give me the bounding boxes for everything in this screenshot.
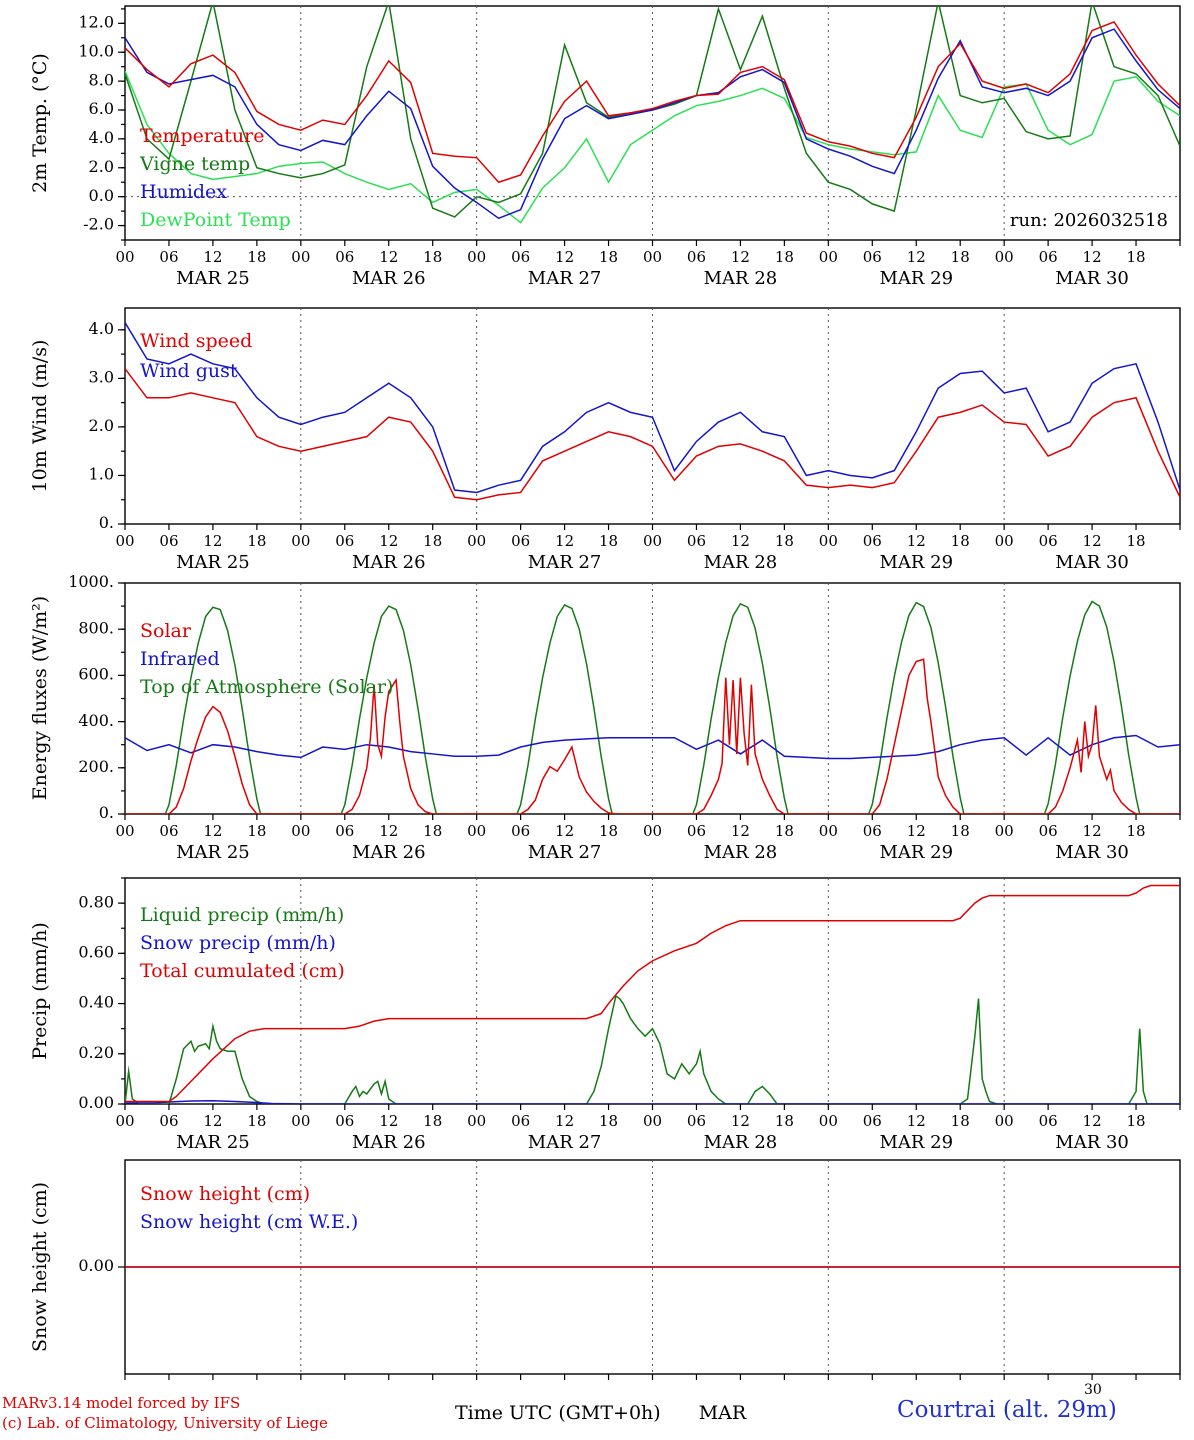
model-credit-line1: MARv3.14 model forced by IFS	[2, 1394, 241, 1412]
legend-snow-height: Snow height (cm)	[140, 1183, 311, 1205]
run-annotation: run: 2026032518	[1009, 210, 1168, 231]
legend-wind-gust: Wind gust	[140, 360, 238, 382]
model-credit: MARv3.14 model forced by IFS (c) Lab. of…	[2, 1393, 328, 1433]
time-axis-caption: Time UTC (GMT+0h) MAR	[455, 1402, 784, 1424]
y-axis-label-wind: 10m Wind (m/s)	[29, 339, 51, 493]
model-credit-line2: (c) Lab. of Climatology, University of L…	[2, 1414, 328, 1432]
station-title: Courtrai (alt. 29m)	[897, 1397, 1117, 1423]
legend-snow-precip: Snow precip (mm/h)	[140, 932, 336, 954]
legend-liquid-precip: Liquid precip (mm/h)	[140, 904, 345, 926]
legend-solar: Solar	[140, 620, 191, 642]
legend-dewpoint-temp: DewPoint Temp	[140, 209, 291, 231]
legend-wind-speed: Wind speed	[140, 330, 253, 352]
legend-humidex: Humidex	[140, 181, 228, 203]
legend-temperature: Temperature	[140, 125, 265, 147]
legend-top-of-atmosphere: Top of Atmosphere (Solar)	[140, 676, 394, 698]
legend-total-cumulated: Total cumulated (cm)	[140, 960, 345, 982]
y-axis-label-energy-fluxes: Energy fluxes (W/m²)	[29, 595, 51, 801]
y-axis-label-precip: Precip (mm/h)	[29, 922, 51, 1060]
legend-vigne-temp: Vigne temp	[140, 153, 251, 175]
time-utc-label: Time UTC (GMT+0h)	[455, 1402, 661, 1424]
legend-infrared: Infrared	[140, 648, 220, 670]
page-number: 30	[1084, 1382, 1102, 1398]
y-axis-label-snow-height: Snow height (cm)	[29, 1181, 51, 1353]
month-label: MAR	[698, 1402, 747, 1424]
legend-snow-height-we: Snow height (cm W.E.)	[140, 1211, 359, 1233]
y-axis-label-temperature: 2m Temp. (°C)	[29, 53, 51, 193]
